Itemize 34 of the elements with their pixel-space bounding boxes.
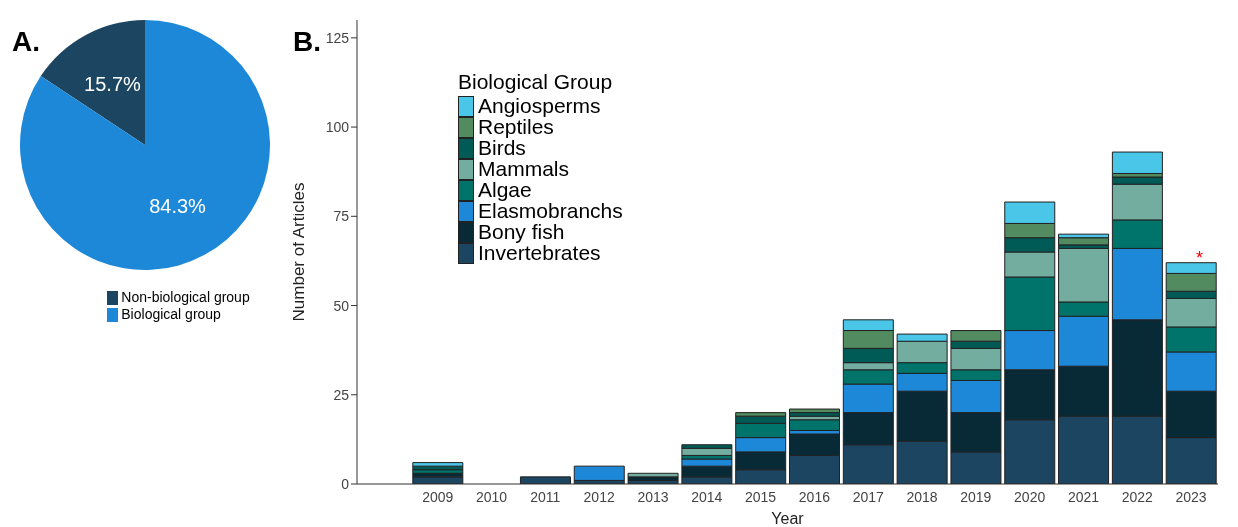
legend-label: Bony fish [478, 220, 565, 244]
legend-title: Biological Group [458, 70, 614, 94]
chart-title: B. [293, 26, 321, 58]
x-tick-label: 2020 [1014, 488, 1046, 505]
x-tick-label: 2019 [960, 488, 992, 505]
y-tick-label: 75 [333, 208, 350, 225]
x-tick-label: 2013 [637, 488, 669, 505]
data-label: 15.7% [84, 73, 142, 96]
legend-label: Biological group [121, 306, 221, 323]
y-tick-label: 100 [325, 119, 350, 136]
chart-title: A. [12, 26, 40, 58]
x-tick-label: 2010 [475, 488, 508, 505]
legend-label: Algae [478, 178, 532, 202]
y-tick-label: 0 [341, 475, 350, 492]
x-tick-label: 2009 [422, 488, 454, 505]
x-tick-label: 2012 [583, 488, 615, 505]
x-tick-label: 2016 [798, 488, 831, 505]
x-tick-label: 2014 [691, 488, 723, 505]
annotation: * [1195, 248, 1203, 269]
y-tick-label: 50 [333, 297, 350, 314]
x-tick-label: 2023 [1175, 488, 1207, 505]
x-tick-label: 2018 [906, 488, 938, 505]
y-tick-label: 25 [333, 386, 350, 403]
legend-label: Angiosperms [478, 94, 601, 118]
x-tick-label: 2015 [745, 488, 777, 505]
data-label: 84.3% [149, 194, 207, 217]
x-tick-label: 2011 [530, 488, 561, 505]
x-tick-label: 2017 [852, 488, 884, 505]
y-tick-label: 125 [325, 29, 350, 46]
legend-label: Mammals [478, 157, 570, 181]
x-axis-title: Year [771, 510, 805, 527]
x-tick-label: 2021 [1067, 488, 1100, 505]
legend-label: Non-biological group [121, 289, 250, 306]
x-tick-label: 2022 [1121, 488, 1154, 505]
